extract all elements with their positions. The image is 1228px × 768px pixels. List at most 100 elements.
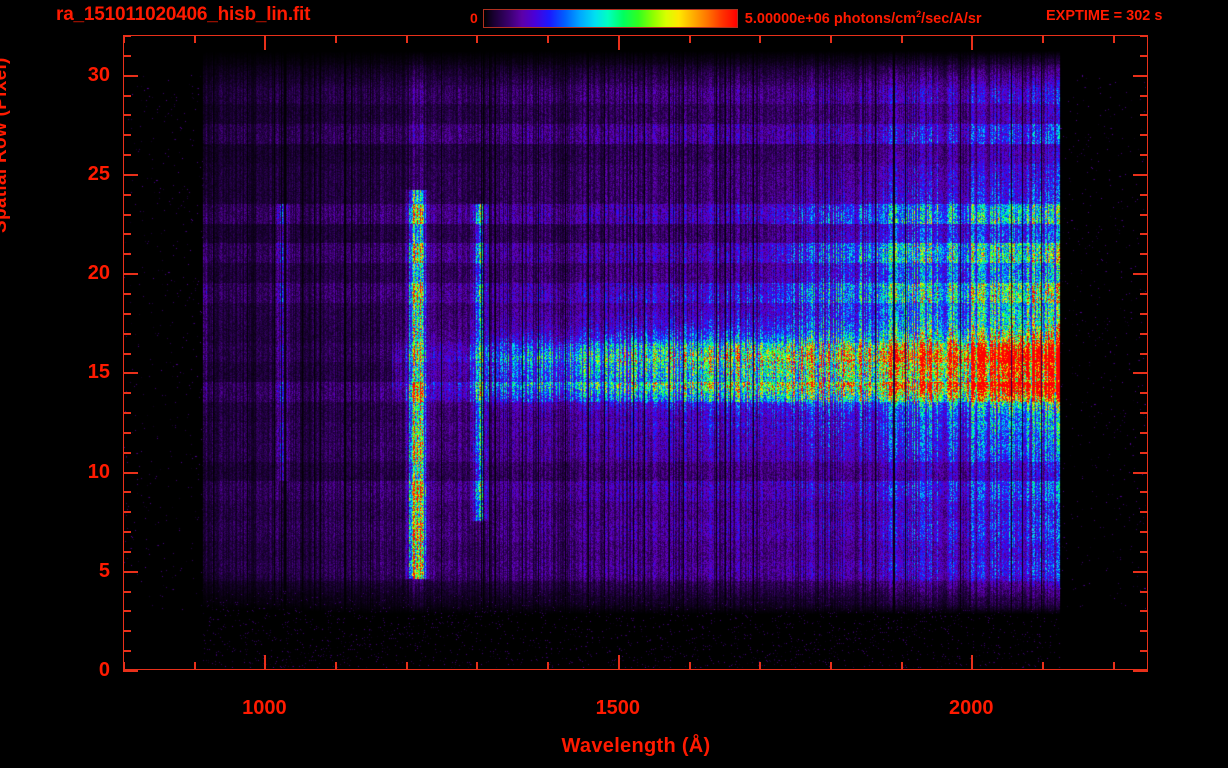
y-tick-label: 5: [98, 559, 110, 582]
y-major-tick: [123, 571, 138, 573]
y-major-tick: [1133, 670, 1148, 672]
y-minor-tick: [123, 610, 131, 612]
y-major-tick: [1133, 372, 1148, 374]
y-minor-tick: [1140, 313, 1148, 315]
y-tick-label: 0: [98, 659, 110, 681]
y-minor-tick: [1140, 95, 1148, 97]
colorbar-units-suffix: /sec/A/sr: [921, 10, 982, 27]
y-minor-tick: [1140, 253, 1148, 255]
y-minor-tick: [123, 55, 131, 57]
x-major-tick: [618, 655, 620, 670]
x-minor-tick: [830, 662, 832, 670]
x-major-tick: [971, 655, 973, 670]
y-minor-tick: [1140, 650, 1148, 652]
y-minor-tick: [1140, 392, 1148, 394]
y-minor-tick: [1140, 591, 1148, 593]
y-major-tick: [1133, 174, 1148, 176]
y-minor-tick: [123, 35, 131, 37]
y-major-tick: [123, 174, 138, 176]
y-minor-tick: [123, 293, 131, 295]
plot-area: [123, 35, 1148, 670]
y-minor-tick: [1140, 154, 1148, 156]
x-minor-tick: [759, 662, 761, 670]
x-minor-tick: [689, 662, 691, 670]
y-tick-label: 25: [87, 162, 110, 185]
y-minor-tick: [123, 114, 131, 116]
colorbar-gradient: [482, 8, 738, 28]
y-minor-tick: [123, 412, 131, 414]
x-minor-tick: [335, 35, 337, 43]
y-minor-tick: [123, 432, 131, 434]
x-minor-tick: [406, 662, 408, 670]
x-minor-tick: [1113, 35, 1115, 43]
x-minor-tick: [123, 35, 125, 43]
y-minor-tick: [123, 392, 131, 394]
x-axis-title: Wavelength (Å): [561, 735, 711, 757]
colorbar-units-superscript: 2: [916, 8, 922, 19]
x-minor-tick: [476, 35, 478, 43]
y-axis-title: Spatial Row (Pixel): [0, 57, 11, 233]
y-minor-tick: [1140, 293, 1148, 295]
x-minor-tick: [1042, 662, 1044, 670]
x-minor-tick: [476, 662, 478, 670]
y-minor-tick: [123, 591, 131, 593]
y-major-tick: [123, 372, 138, 374]
exptime-label: EXPTIME = 302 s: [1046, 8, 1163, 24]
x-minor-tick: [1113, 662, 1115, 670]
y-minor-tick: [1140, 214, 1148, 216]
y-major-tick: [123, 273, 138, 275]
y-minor-tick: [1140, 55, 1148, 57]
y-minor-tick: [1140, 630, 1148, 632]
y-major-tick: [1133, 75, 1148, 77]
colorbar-min-label: 0: [470, 10, 478, 26]
y-minor-tick: [123, 353, 131, 355]
x-minor-tick: [194, 35, 196, 43]
x-minor-tick: [830, 35, 832, 43]
y-minor-tick: [1140, 551, 1148, 553]
x-minor-tick: [1042, 35, 1044, 43]
y-minor-tick: [1140, 412, 1148, 414]
x-tick-label: 2000: [949, 697, 994, 719]
y-minor-tick: [1140, 531, 1148, 533]
colorbar-max-label: 5.00000e+06 photons/cm2/sec/A/sr: [745, 8, 982, 27]
x-minor-tick: [547, 662, 549, 670]
y-minor-tick: [123, 333, 131, 335]
y-minor-tick: [123, 313, 131, 315]
x-minor-tick: [547, 35, 549, 43]
x-major-tick: [264, 35, 266, 50]
y-major-tick: [123, 472, 138, 474]
page-title: ra_151011020406_hisb_lin.fit: [56, 4, 311, 25]
x-major-tick: [264, 655, 266, 670]
y-minor-tick: [1140, 491, 1148, 493]
y-minor-tick: [123, 630, 131, 632]
y-minor-tick: [1140, 194, 1148, 196]
x-tick-label: 1500: [595, 697, 641, 719]
y-minor-tick: [1140, 333, 1148, 335]
y-minor-tick: [123, 531, 131, 533]
x-minor-tick: [689, 35, 691, 43]
y-tick-label: 15: [87, 361, 110, 384]
y-tick-label: 20: [87, 262, 110, 285]
y-minor-tick: [123, 194, 131, 196]
y-minor-tick: [1140, 432, 1148, 434]
x-major-tick: [618, 35, 620, 50]
y-minor-tick: [1140, 114, 1148, 116]
y-minor-tick: [123, 511, 131, 513]
y-minor-tick: [1140, 35, 1148, 37]
y-minor-tick: [123, 491, 131, 493]
y-minor-tick: [1140, 134, 1148, 136]
y-major-tick: [1133, 273, 1148, 275]
y-minor-tick: [123, 233, 131, 235]
y-minor-tick: [123, 154, 131, 156]
y-minor-tick: [123, 134, 131, 136]
x-minor-tick: [335, 662, 337, 670]
y-minor-tick: [123, 650, 131, 652]
y-minor-tick: [1140, 452, 1148, 454]
y-major-tick: [123, 670, 138, 672]
y-tick-label: 10: [87, 460, 110, 483]
x-minor-tick: [406, 35, 408, 43]
y-tick-label: 30: [87, 63, 110, 86]
y-major-tick: [123, 75, 138, 77]
